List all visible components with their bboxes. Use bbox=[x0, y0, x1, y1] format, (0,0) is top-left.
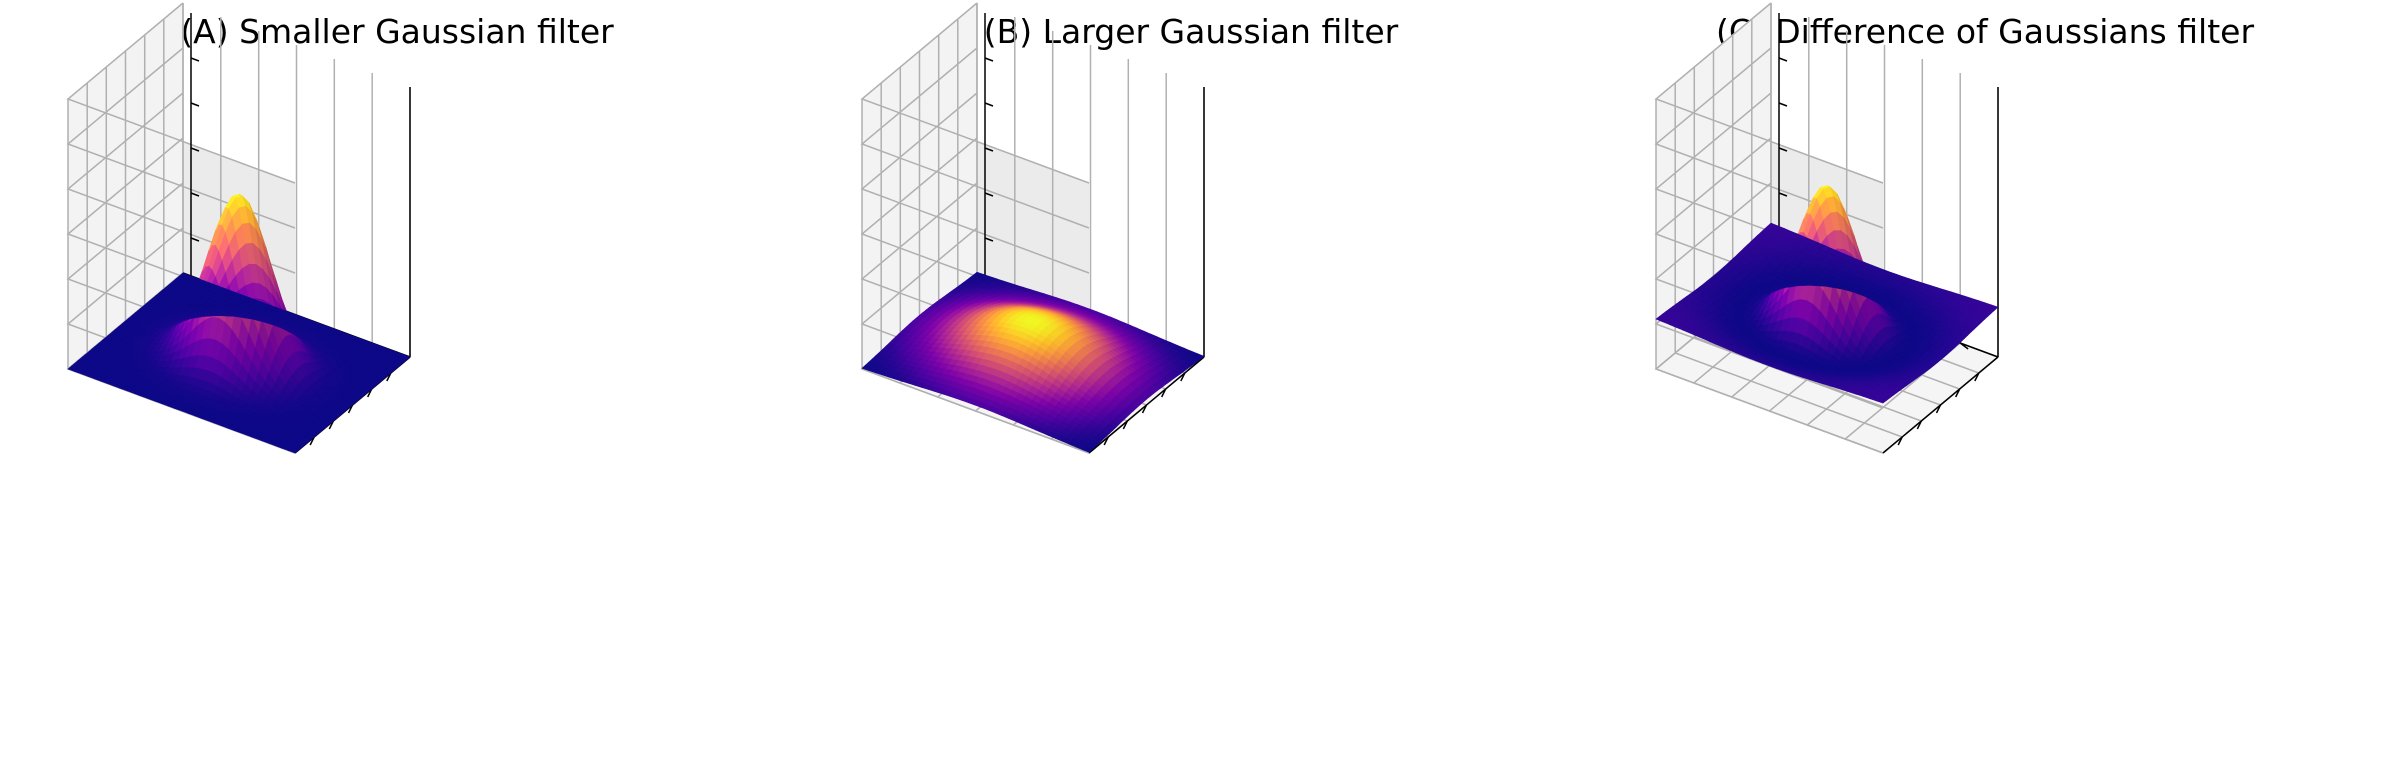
chart-panel-b: (B) Larger Gaussian filter bbox=[794, 0, 1588, 766]
x-tick bbox=[1935, 404, 1942, 414]
x-tick bbox=[366, 388, 373, 398]
surface bbox=[67, 193, 411, 454]
chart-panel-c: (C) Difference of Gaussians filter bbox=[1588, 0, 2382, 766]
x-tick bbox=[1954, 388, 1961, 398]
surface-plot-c bbox=[1654, 2, 1999, 454]
grid-line-z bbox=[1654, 2, 1884, 184]
z-tick bbox=[984, 57, 994, 62]
chart-panel-a: (A) Smaller Gaussian filter bbox=[0, 0, 794, 766]
x-tick bbox=[1160, 388, 1167, 398]
x-tick bbox=[347, 404, 354, 414]
z-tick bbox=[984, 147, 994, 152]
z-tick bbox=[190, 147, 200, 152]
z-tick bbox=[190, 102, 200, 107]
x-tick bbox=[386, 372, 392, 382]
grid-line-z bbox=[860, 2, 1090, 184]
x-tick bbox=[1897, 436, 1903, 446]
chart-title: (A) Smaller Gaussian filter bbox=[180, 12, 614, 51]
grid-line-z bbox=[1654, 47, 1884, 229]
y-tick bbox=[1959, 342, 1969, 350]
surface-plot-a bbox=[66, 2, 411, 454]
z-tick bbox=[1778, 57, 1788, 62]
surface-patch bbox=[1193, 353, 1205, 360]
z-tick bbox=[984, 102, 994, 107]
z-tick bbox=[1778, 192, 1788, 197]
z-tick bbox=[1778, 147, 1788, 152]
surface-plot-b bbox=[860, 2, 1205, 454]
grid-line-z bbox=[860, 47, 1090, 229]
surface bbox=[861, 271, 1205, 453]
surface-patch bbox=[399, 354, 411, 361]
x-tick bbox=[1122, 420, 1129, 430]
z-tick bbox=[1778, 102, 1788, 107]
x-tick bbox=[1916, 420, 1923, 430]
grid-line-z bbox=[860, 92, 1090, 274]
grid-line-z bbox=[66, 2, 296, 184]
x-tick bbox=[309, 436, 315, 446]
x-tick bbox=[328, 420, 335, 430]
grid-line-z bbox=[66, 47, 296, 229]
x-tick bbox=[1103, 436, 1109, 446]
x-tick bbox=[1974, 372, 1980, 382]
z-tick bbox=[984, 237, 994, 242]
z-tick bbox=[190, 57, 200, 62]
x-tick bbox=[1180, 372, 1186, 382]
chart-title: (C) Difference of Gaussians filter bbox=[1715, 12, 2255, 51]
surface bbox=[1655, 185, 1999, 404]
z-tick bbox=[190, 237, 200, 242]
z-tick bbox=[984, 192, 994, 197]
surface-patch bbox=[1987, 304, 1999, 311]
x-tick bbox=[1141, 404, 1148, 414]
z-tick bbox=[190, 192, 200, 197]
